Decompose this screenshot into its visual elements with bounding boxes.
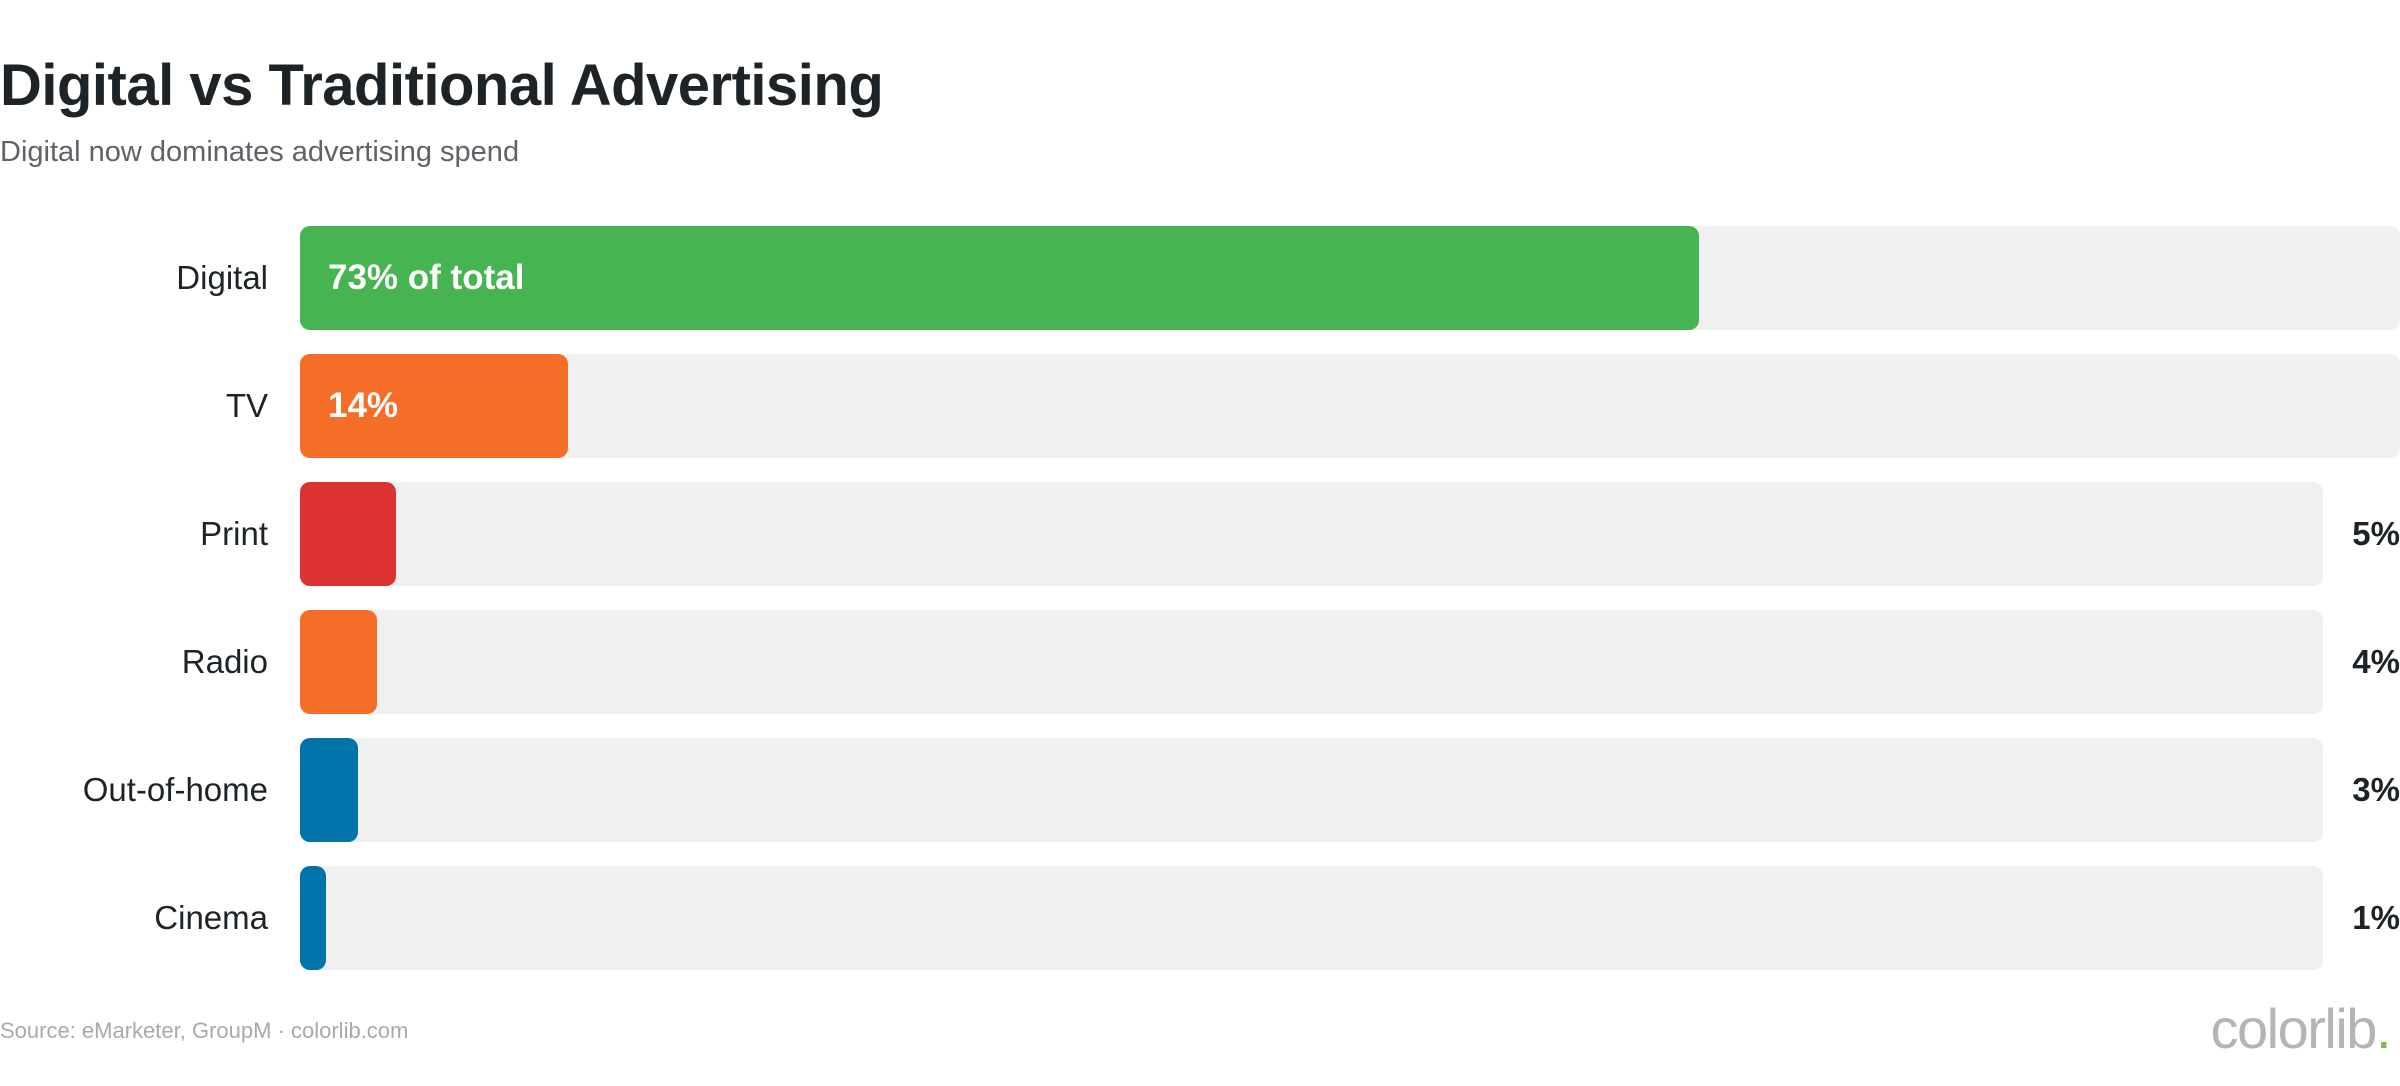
value-label: 1%	[2352, 899, 2400, 936]
category-label: Digital	[176, 259, 268, 296]
bar-row: Cinema 1%	[0, 866, 2400, 970]
category-label: Cinema	[154, 899, 268, 936]
bar-track	[300, 354, 2400, 458]
value-label: 4%	[2352, 643, 2400, 680]
bar	[300, 226, 1699, 330]
bar	[300, 482, 396, 586]
bar-track	[300, 482, 2323, 586]
bar-row: Out-of-home 3%	[0, 738, 2400, 842]
brand-dot: .	[2375, 997, 2392, 1060]
category-label: Out-of-home	[82, 771, 268, 808]
bar-chart: Digital 73% of total TV 14% Print 5% Radio 4% Ou…	[0, 226, 2400, 970]
category-label: Radio	[181, 643, 268, 680]
bar-row: Print 5%	[0, 482, 2400, 586]
bar-track	[300, 610, 2323, 714]
value-label: 3%	[2352, 771, 2400, 808]
bar-row: Radio 4%	[0, 610, 2400, 714]
brand-logo: colorlib.	[2210, 996, 2392, 1061]
bar-track	[300, 738, 2323, 842]
category-label: Print	[200, 515, 268, 552]
value-label: 5%	[2352, 515, 2400, 552]
bar-row: TV 14%	[0, 354, 2400, 458]
chart-title: Digital vs Traditional Advertising	[0, 53, 884, 118]
value-label: 14%	[328, 386, 399, 425]
chart-subtitle: Digital now dominates advertising spend	[0, 136, 520, 168]
bar	[300, 354, 568, 458]
source-note: Source: eMarketer, GroupM · colorlib.com	[0, 1018, 409, 1043]
bar	[300, 610, 377, 714]
bar-row: Digital 73% of total	[0, 226, 2400, 330]
bar	[300, 738, 358, 842]
value-label: 73% of total	[328, 258, 525, 297]
brand-name: colorlib	[2210, 997, 2378, 1060]
bar	[300, 866, 326, 970]
category-label: TV	[225, 387, 268, 424]
bar-track	[300, 866, 2323, 970]
